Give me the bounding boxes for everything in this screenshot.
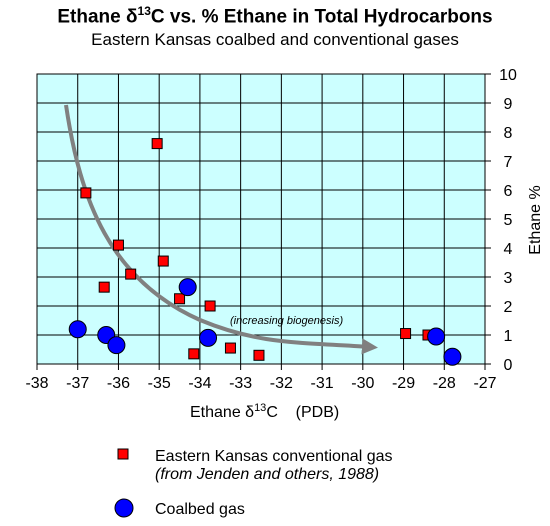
y-tick-label: 2 xyxy=(504,299,513,316)
x-tick-label: -37 xyxy=(66,375,89,392)
conventional-gas-point xyxy=(188,348,200,360)
y-tick-label: 3 xyxy=(504,270,513,287)
conventional-gas-point xyxy=(98,281,110,293)
data-points xyxy=(68,138,462,366)
x-tick-label: -35 xyxy=(148,375,171,392)
x-tick-label: -27 xyxy=(473,375,496,392)
x-tick-label: -33 xyxy=(229,375,252,392)
conventional-gas-point xyxy=(400,328,412,340)
chart-subtitle: Eastern Kansas coalbed and conventional … xyxy=(91,30,459,49)
conventional-gas-point xyxy=(157,255,169,267)
y-tick-label: 7 xyxy=(504,154,513,171)
coalbed-gas-point xyxy=(68,320,87,339)
axes: -38 -37 -36 -35 -34 -33 -32 -31 -30 -29 -28 -27 0 1 2 3… xyxy=(25,67,517,392)
y-axis-title: Ethane % xyxy=(527,185,544,254)
conventional-gas-point xyxy=(151,138,163,150)
x-axis-title: Ethane δ13C (PDB) xyxy=(190,402,339,421)
y-tick-label: 1 xyxy=(504,328,513,345)
coalbed-gas-point xyxy=(178,278,197,297)
y-tick-label: 4 xyxy=(504,241,513,258)
y-tick-label: 0 xyxy=(504,357,513,374)
conventional-gas-point xyxy=(125,268,137,280)
x-tick-label: -31 xyxy=(311,375,334,392)
y-tick-label: 9 xyxy=(504,96,513,113)
trend-arrow-curve xyxy=(64,104,378,355)
coalbed-gas-point xyxy=(443,347,462,366)
conventional-gas-point xyxy=(204,300,216,312)
coalbed-gas-point xyxy=(427,327,446,346)
annotation-increasing-biogenesis: (increasing biogenesis) xyxy=(230,315,343,327)
y-tick-label: 5 xyxy=(504,212,513,229)
legend-marker-conventional xyxy=(117,448,129,460)
x-tick-label: -34 xyxy=(188,375,211,392)
x-tick-label: -32 xyxy=(270,375,293,392)
coalbed-gas-point xyxy=(107,336,126,355)
conventional-gas-point xyxy=(112,239,124,251)
x-tick-label: -36 xyxy=(107,375,130,392)
legend-label-coalbed: Coalbed gas xyxy=(155,501,245,518)
x-tick-label: -29 xyxy=(392,375,415,392)
coalbed-gas-point xyxy=(199,328,218,347)
legend-marker-coalbed xyxy=(114,498,134,518)
legend-label-conventional: Eastern Kansas conventional gas xyxy=(155,448,392,465)
conventional-gas-point xyxy=(253,349,265,361)
y-tick-label: 6 xyxy=(504,183,513,200)
conventional-gas-point xyxy=(80,187,92,199)
legend-note-conventional: (from Jenden and others, 1988) xyxy=(155,466,379,483)
conventional-gas-point xyxy=(174,293,186,305)
trend-arrow xyxy=(64,104,378,355)
legend: Eastern Kansas conventional gas (from Je… xyxy=(114,448,392,518)
chart-title: Ethane δ13C vs. % Ethane in Total Hydroc… xyxy=(57,4,493,28)
conventional-gas-point xyxy=(224,342,236,354)
x-tick-label: -30 xyxy=(351,375,374,392)
y-tick-label: 10 xyxy=(499,67,517,84)
x-tick-label: -38 xyxy=(25,375,48,392)
x-tick-label: -28 xyxy=(433,375,456,392)
y-tick-label: 8 xyxy=(504,125,513,142)
